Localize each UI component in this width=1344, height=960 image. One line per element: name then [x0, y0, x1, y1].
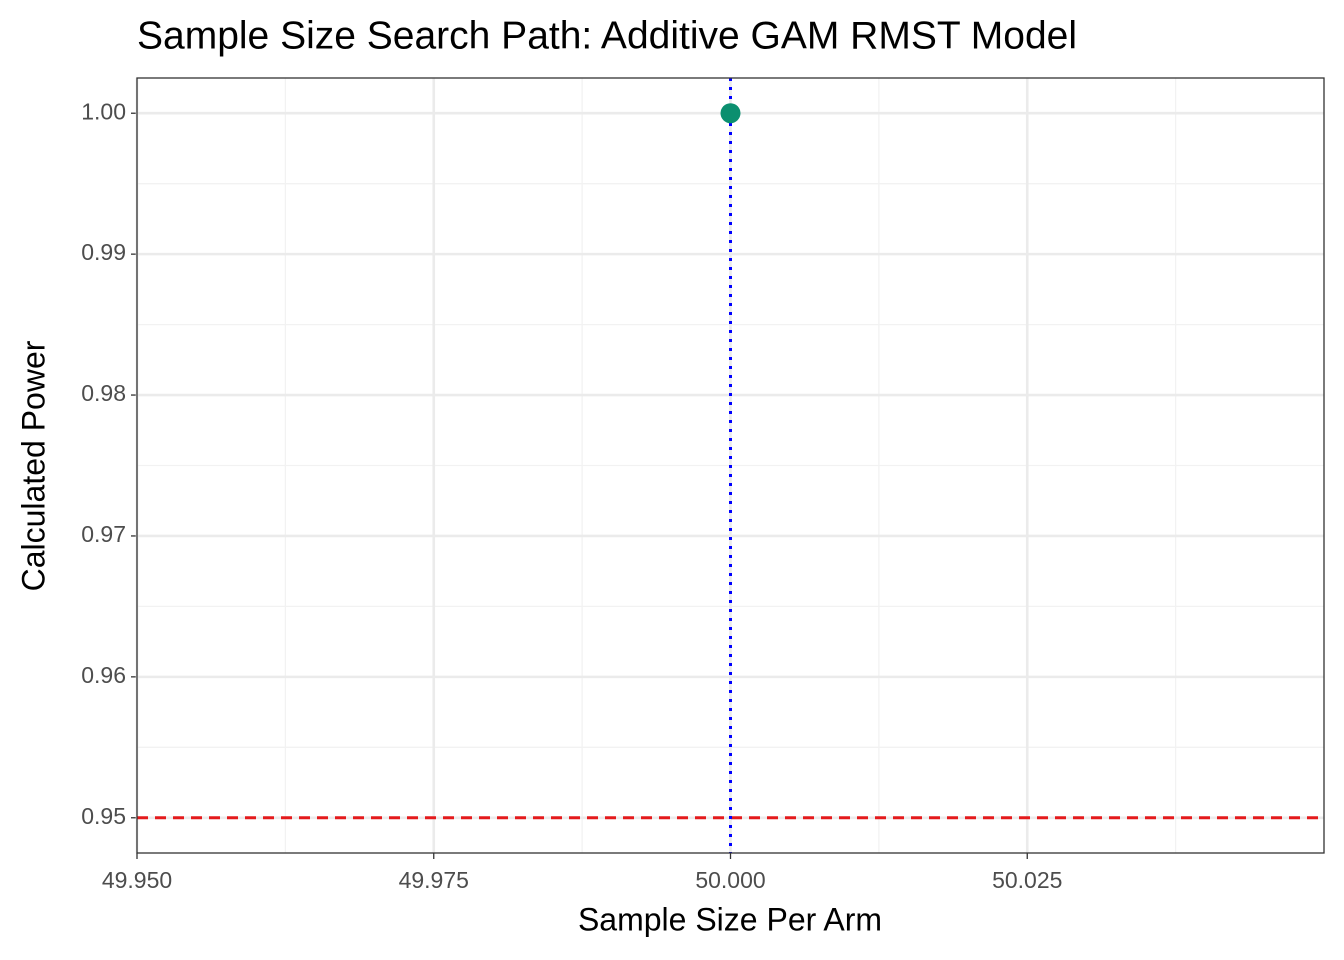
data-point [720, 103, 741, 124]
x-tick-label: 50.025 [992, 867, 1062, 893]
x-axis-title: Sample Size Per Arm [578, 901, 882, 937]
y-tick-label: 0.99 [81, 239, 126, 265]
y-tick-label: 0.96 [81, 662, 126, 688]
chart-title: Sample Size Search Path: Additive GAM RM… [137, 14, 1077, 57]
panel-border [136, 77, 1325, 854]
y-tick-label: 0.98 [81, 380, 126, 406]
x-tick-label: 50.000 [695, 867, 765, 893]
y-tick-label: 1.00 [81, 98, 126, 124]
y-axis-title: Calculated Power [15, 340, 51, 591]
y-tick-label: 0.97 [81, 521, 126, 547]
y-tick-label: 0.95 [81, 803, 126, 829]
x-tick-label: 49.975 [399, 867, 469, 893]
x-tick-label: 49.950 [102, 867, 172, 893]
